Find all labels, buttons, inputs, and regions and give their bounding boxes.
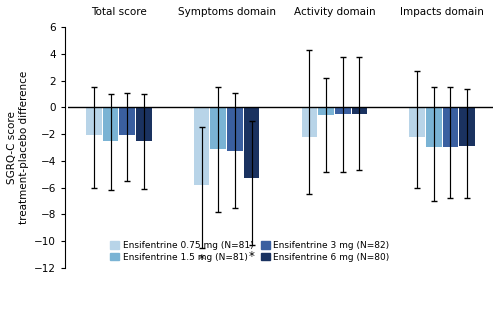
Bar <box>426 108 442 148</box>
Bar <box>460 108 475 146</box>
Bar <box>120 108 135 136</box>
Text: *: * <box>248 250 254 263</box>
Bar <box>227 108 243 152</box>
Bar <box>352 108 367 114</box>
Bar <box>410 108 425 137</box>
Bar <box>210 108 226 149</box>
Bar <box>335 108 350 114</box>
Text: *: * <box>198 253 204 266</box>
Bar <box>442 108 458 148</box>
Bar <box>244 108 260 178</box>
Bar <box>86 108 102 136</box>
Legend: Ensifentrine 0.75 mg (N=81), Ensifentrine 1.5 mg (N=81), Ensifentrine 3 mg (N=82: Ensifentrine 0.75 mg (N=81), Ensifentrin… <box>106 237 393 266</box>
Y-axis label: SGRQ-C score
treatment-placebo difference: SGRQ-C score treatment-placebo differenc… <box>7 71 28 224</box>
Bar <box>194 108 210 185</box>
Bar <box>302 108 317 137</box>
Bar <box>136 108 152 141</box>
Bar <box>102 108 118 141</box>
Bar <box>318 108 334 116</box>
